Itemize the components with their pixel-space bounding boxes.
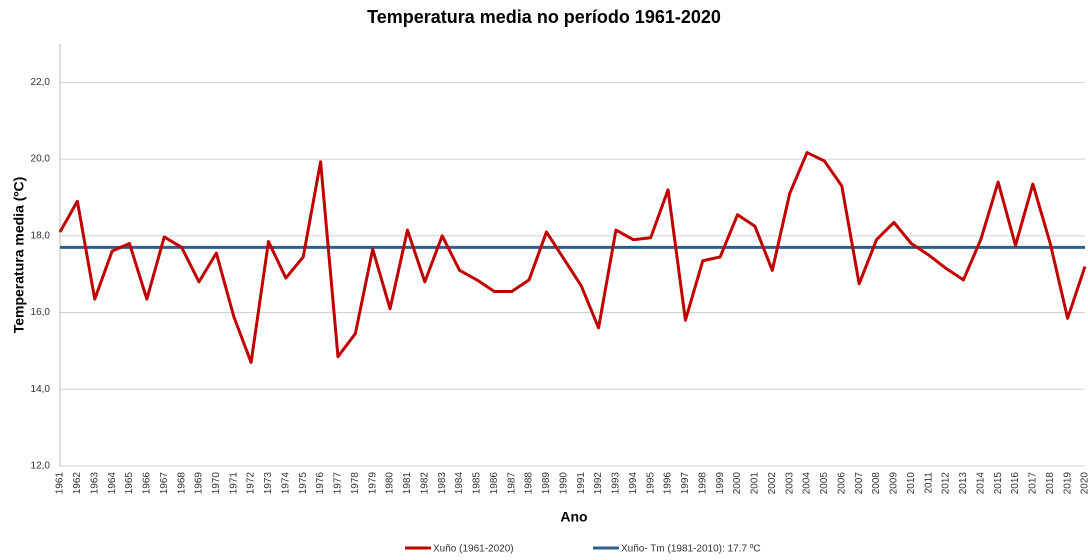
x-tick-label: 2006 (836, 472, 847, 495)
x-tick-label: 1970 (211, 472, 222, 495)
x-tick-label: 2005 (819, 472, 830, 495)
y-tick-label: 20,0 (31, 154, 51, 165)
x-tick-label: 1977 (333, 472, 344, 495)
y-tick-label: 22,0 (31, 77, 51, 88)
y-axis-title: Temperatura media (ºC) (11, 177, 27, 334)
x-tick-label: 1991 (576, 472, 587, 495)
x-tick-label: 1982 (419, 472, 430, 495)
x-tick-label: 1980 (385, 472, 396, 495)
x-tick-label: 1969 (194, 472, 205, 495)
x-tick-label: 2017 (1028, 472, 1039, 495)
x-tick-label: 1989 (541, 472, 552, 495)
x-tick-label: 2015 (993, 472, 1004, 495)
x-tick-label: 1968 (176, 472, 187, 495)
legend-label: Xuño (1961-2020) (433, 544, 514, 555)
x-tick-label: 2001 (750, 472, 761, 495)
x-tick-label: 1998 (697, 472, 708, 495)
x-tick-label: 2008 (871, 472, 882, 495)
x-tick-label: 1995 (645, 472, 656, 495)
x-tick-label: 1961 (55, 472, 66, 495)
x-tick-label: 1993 (611, 472, 622, 495)
x-tick-label: 1984 (454, 472, 465, 495)
y-tick-label: 14,0 (31, 384, 51, 395)
x-tick-label: 2000 (732, 472, 743, 495)
x-tick-label: 1985 (472, 472, 483, 495)
x-tick-label: 1974 (280, 472, 291, 495)
x-tick-label: 2018 (1045, 472, 1056, 495)
x-tick-label: 2004 (802, 472, 813, 495)
y-tick-label: 16,0 (31, 307, 51, 318)
x-tick-label: 1997 (680, 472, 691, 495)
x-tick-label: 1964 (107, 472, 118, 495)
x-tick-label: 2019 (1062, 472, 1073, 495)
x-tick-label: 1990 (558, 472, 569, 495)
x-tick-label: 1986 (489, 472, 500, 495)
x-tick-label: 1976 (315, 472, 326, 495)
x-tick-label: 1988 (524, 472, 535, 495)
series-line (58, 151, 1087, 364)
x-tick-label: 1962 (72, 472, 83, 495)
x-tick-label: 2012 (941, 472, 952, 495)
x-tick-label: 2016 (1010, 472, 1021, 495)
x-tick-label: 1999 (715, 472, 726, 495)
x-tick-label: 1978 (350, 472, 361, 495)
x-tick-label: 2007 (854, 472, 865, 495)
x-tick-label: 1963 (89, 472, 100, 495)
x-tick-label: 1994 (628, 472, 639, 495)
x-axis-title: Ano (560, 509, 587, 525)
x-tick-label: 2020 (1080, 472, 1088, 495)
x-tick-label: 1967 (159, 472, 170, 495)
y-tick-label: 12,0 (31, 461, 51, 472)
x-tick-label: 1973 (263, 472, 274, 495)
x-tick-label: 2011 (923, 472, 934, 494)
legend-label: Xuño- Tm (1981-2010): 17.7 ºC (621, 544, 761, 555)
x-tick-label: 1971 (228, 472, 239, 495)
y-tick-label: 18,0 (31, 230, 51, 241)
x-tick-label: 2009 (889, 472, 900, 495)
x-tick-label: 1992 (593, 472, 604, 495)
x-tick-label: 1987 (506, 472, 517, 495)
x-tick-label: 1979 (367, 472, 378, 495)
x-tick-label: 2010 (906, 472, 917, 495)
x-tick-label: 2002 (767, 472, 778, 495)
chart-title: Temperatura media no período 1961-2020 (367, 7, 721, 27)
x-tick-label: 2014 (975, 472, 986, 495)
x-tick-label: 1983 (437, 472, 448, 495)
x-tick-label: 2003 (784, 472, 795, 495)
x-tick-label: 1996 (663, 472, 674, 495)
x-tick-label: 1975 (298, 472, 309, 495)
x-tick-label: 1972 (246, 472, 257, 495)
x-tick-label: 2013 (958, 472, 969, 495)
x-tick-label: 1966 (142, 472, 153, 495)
x-tick-label: 1981 (402, 472, 413, 495)
x-tick-label: 1965 (124, 472, 135, 495)
